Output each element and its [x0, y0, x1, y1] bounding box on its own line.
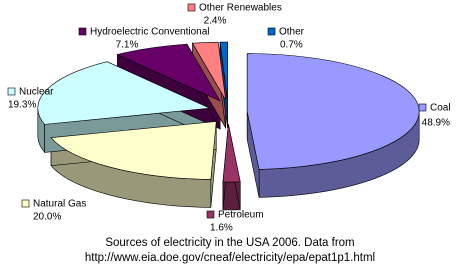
slice-value: 19.3%	[8, 100, 36, 111]
slice-label: Hydroelectric Conventional	[90, 27, 210, 38]
slice	[116, 43, 221, 102]
slice	[191, 41, 227, 101]
slice	[219, 41, 228, 101]
slice-value: 7.1%	[116, 40, 139, 51]
legend-swatch	[206, 210, 215, 219]
slice-value: 20.0%	[33, 212, 61, 223]
slice-label: Petroleum	[218, 210, 264, 221]
slice	[50, 121, 217, 180]
legend-swatch	[7, 87, 16, 96]
slice	[222, 123, 241, 183]
legend-swatch	[21, 199, 30, 208]
slice-label: Other Renewables	[199, 3, 282, 14]
legend-swatch	[418, 103, 427, 112]
slice-label: Natural Gas	[33, 199, 86, 210]
slice-value: 0.7%	[280, 40, 303, 51]
slice-value: 48.9%	[422, 118, 450, 129]
legend-swatch	[187, 3, 196, 12]
slice-label: Coal	[430, 103, 451, 114]
caption: Sources of electricity in the USA 2006. …	[105, 237, 354, 249]
slice-label: Other	[279, 27, 305, 38]
slice-value: 1.6%	[210, 223, 233, 234]
legend-swatch	[78, 27, 87, 36]
slice	[37, 61, 211, 125]
caption: http://www.eia.doe.gov/cneaf/electricity…	[85, 252, 375, 264]
slice-value: 2.4%	[204, 16, 227, 27]
slice-label: Nuclear	[19, 87, 54, 98]
legend-swatch	[267, 27, 276, 36]
